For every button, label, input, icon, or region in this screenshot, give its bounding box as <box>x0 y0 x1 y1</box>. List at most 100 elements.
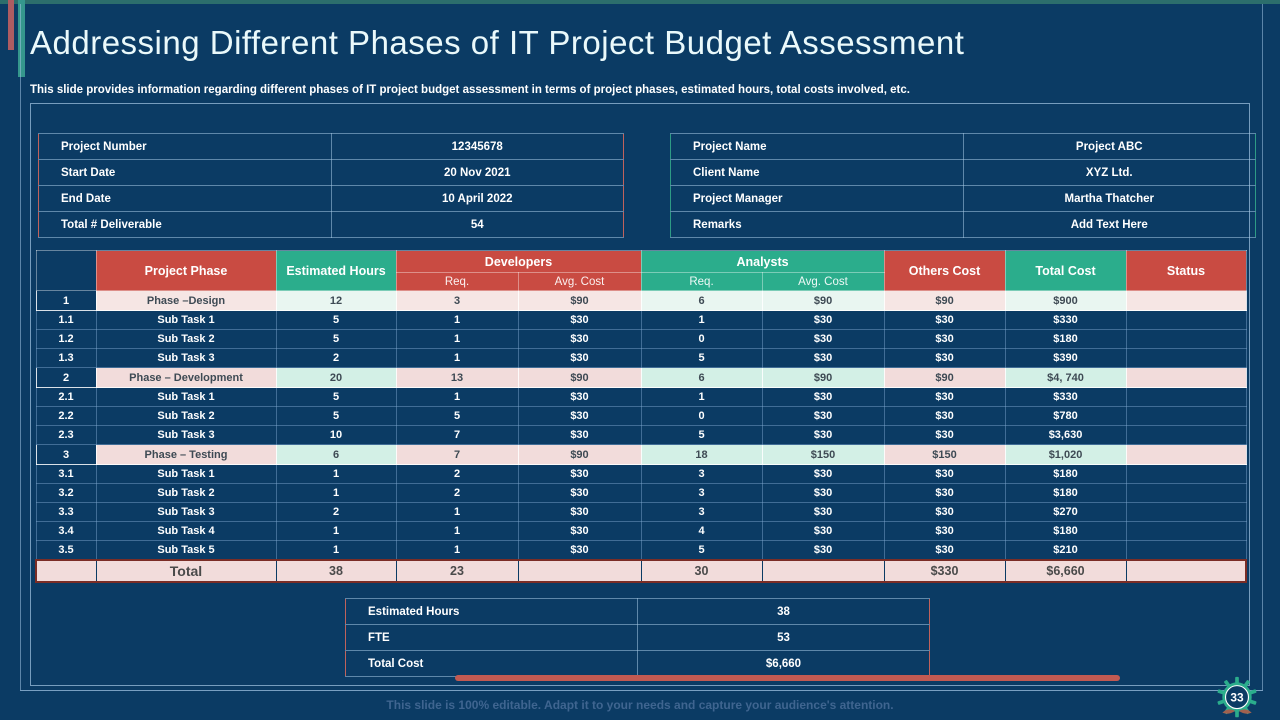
cell-status <box>1125 406 1247 426</box>
subheader-ana-req: Req. <box>640 272 763 291</box>
cell-hours: 5 <box>275 387 397 407</box>
cell-dev_avg: $30 <box>517 540 642 560</box>
cell-total: $3,630 <box>1004 425 1127 445</box>
cell-ana_avg: $90 <box>761 367 885 388</box>
budget-row-3.5: 3.5 Sub Task 5 1 1 $30 5 $30 $30 $210 <box>35 540 1247 560</box>
total-status <box>1125 558 1248 583</box>
info-label: Remarks <box>670 211 964 238</box>
info-label: Start Date <box>38 159 332 186</box>
cell-num: 3.1 <box>35 464 97 484</box>
cell-dev_avg: $30 <box>517 329 642 349</box>
cell-dev_avg: $30 <box>517 387 642 407</box>
budget-table-body: 1 Phase –Design 12 3 $90 6 $90 $90 $900 1.1 Sub Ta… <box>35 290 1247 560</box>
cell-dev_avg: $30 <box>517 406 642 426</box>
cell-ana_avg: $30 <box>761 464 885 484</box>
budget-row-2.2: 2.2 Sub Task 2 5 5 $30 0 $30 $30 $780 <box>35 406 1247 426</box>
cell-total: $1,020 <box>1004 444 1127 465</box>
cell-ana_req: 5 <box>640 348 763 368</box>
info-label: Project Manager <box>670 185 964 212</box>
cell-dev_avg: $30 <box>517 483 642 503</box>
cell-others: $30 <box>883 425 1006 445</box>
cell-dev_avg: $30 <box>517 425 642 445</box>
cell-hours: 5 <box>275 329 397 349</box>
cell-others: $30 <box>883 483 1006 503</box>
header-estimated-hours: Estimated Hours <box>275 250 397 291</box>
budget-row-2.1: 2.1 Sub Task 1 5 1 $30 1 $30 $30 $330 <box>35 387 1247 407</box>
budget-table-total-row: Total 38 23 30 $330 $6,660 <box>35 558 1248 583</box>
cell-total: $180 <box>1004 483 1127 503</box>
cell-hours: 1 <box>275 521 397 541</box>
cell-dev_req: 7 <box>395 425 519 445</box>
cell-ana_avg: $30 <box>761 540 885 560</box>
bottom-accent-bar <box>455 675 1120 681</box>
budget-row-2: 2 Phase – Development 20 13 $90 6 $90 $90 $4, 74… <box>35 367 1247 388</box>
cell-dev_req: 1 <box>395 521 519 541</box>
cell-others: $150 <box>883 444 1006 465</box>
cell-others: $30 <box>883 310 1006 330</box>
total-ana_req: 30 <box>640 558 763 583</box>
summary-value: 38 <box>637 598 930 625</box>
cell-hours: 20 <box>275 367 397 388</box>
total-dev_req: 23 <box>395 558 519 583</box>
summary-table: Estimated Hours 38 FTE 53 Total Cost $6,… <box>345 598 930 677</box>
table-row: Project Manager Martha Thatcher <box>670 185 1256 212</box>
info-value: Martha Thatcher <box>963 185 1256 212</box>
cell-dev_avg: $30 <box>517 310 642 330</box>
summary-label: FTE <box>345 624 638 651</box>
cell-dev_req: 1 <box>395 387 519 407</box>
cell-phase: Sub Task 2 <box>95 329 277 349</box>
cell-ana_avg: $30 <box>761 348 885 368</box>
cell-ana_avg: $30 <box>761 329 885 349</box>
cell-ana_req: 0 <box>640 406 763 426</box>
cell-hours: 1 <box>275 483 397 503</box>
cell-hours: 12 <box>275 290 397 311</box>
cell-dev_req: 2 <box>395 483 519 503</box>
cell-dev_avg: $90 <box>517 290 642 311</box>
info-value: 12345678 <box>331 133 624 160</box>
cell-total: $780 <box>1004 406 1127 426</box>
table-row: End Date 10 April 2022 <box>38 185 624 212</box>
info-value: 54 <box>331 211 624 238</box>
info-value: Project ABC <box>963 133 1256 160</box>
cell-ana_req: 6 <box>640 367 763 388</box>
budget-row-1.3: 1.3 Sub Task 3 2 1 $30 5 $30 $30 $390 <box>35 348 1247 368</box>
cell-status <box>1125 329 1247 349</box>
cell-total: $180 <box>1004 329 1127 349</box>
total-dev_avg <box>517 558 642 583</box>
cell-status <box>1125 483 1247 503</box>
page-subtitle: This slide provides information regardin… <box>30 84 910 96</box>
cell-hours: 5 <box>275 406 397 426</box>
frame-line-left <box>20 4 21 690</box>
cell-num: 2.2 <box>35 406 97 426</box>
cell-others: $30 <box>883 329 1006 349</box>
cell-hours: 1 <box>275 540 397 560</box>
summary-label: Total Cost <box>345 650 638 677</box>
cell-num: 2 <box>35 367 97 388</box>
info-value: XYZ Ltd. <box>963 159 1256 186</box>
cell-total: $900 <box>1004 290 1127 311</box>
cell-phase: Sub Task 4 <box>95 521 277 541</box>
cell-num: 3.4 <box>35 521 97 541</box>
cell-others: $90 <box>883 367 1006 388</box>
cell-hours: 6 <box>275 444 397 465</box>
frame-line-bottom <box>20 690 1263 691</box>
left-accent-bar-teal <box>18 0 25 77</box>
table-row: Estimated Hours 38 <box>345 598 930 625</box>
cell-status <box>1125 367 1247 388</box>
budget-row-1.1: 1.1 Sub Task 1 5 1 $30 1 $30 $30 $330 <box>35 310 1247 330</box>
cell-total: $210 <box>1004 540 1127 560</box>
cell-ana_req: 6 <box>640 290 763 311</box>
cell-total: $180 <box>1004 464 1127 484</box>
cell-dev_req: 7 <box>395 444 519 465</box>
cell-dev_req: 1 <box>395 348 519 368</box>
cell-status <box>1125 310 1247 330</box>
header-others-cost: Others Cost <box>883 250 1006 291</box>
total-ana_avg <box>761 558 885 583</box>
cell-dev_req: 1 <box>395 329 519 349</box>
page-number-badge: 33 <box>1214 676 1260 720</box>
cell-num: 3 <box>35 444 97 465</box>
cell-ana_avg: $90 <box>761 290 885 311</box>
left-accent-bar-red <box>8 0 14 50</box>
cell-hours: 2 <box>275 502 397 522</box>
cell-others: $30 <box>883 502 1006 522</box>
